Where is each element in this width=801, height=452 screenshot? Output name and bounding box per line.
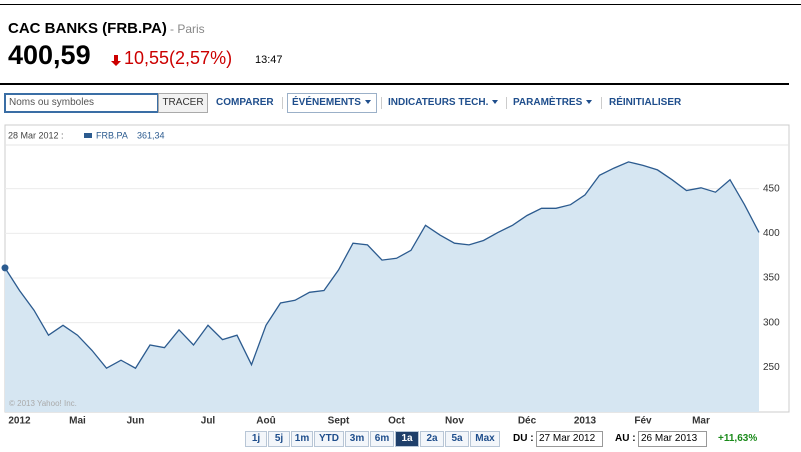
events-box [287, 93, 377, 113]
x-tick-label: Mai [69, 416, 86, 427]
from-label: DU : [513, 433, 534, 444]
events-button[interactable]: ÉVÉNEMENTS [292, 97, 361, 108]
y-tick-label: 250 [763, 362, 780, 373]
x-tick-label: Mar [692, 416, 710, 427]
period-change: +11,63% [718, 433, 758, 444]
x-tick-label: Déc [518, 416, 537, 427]
range-button[interactable]: 1j [245, 431, 267, 447]
separator [506, 97, 507, 109]
x-tick-label: 2013 [574, 416, 597, 427]
plot-button[interactable]: TRACER [158, 93, 208, 113]
range-button[interactable]: 2a [420, 431, 444, 447]
range-button[interactable]: 1a [395, 431, 419, 447]
price-line [4, 161, 760, 370]
area [5, 161, 759, 412]
x-tick-label: 2012 [8, 416, 31, 427]
time: 13:47 [255, 54, 283, 66]
x-tick-label: Fév [634, 416, 652, 427]
range-button[interactable]: 5a [445, 431, 469, 447]
separator [601, 97, 602, 109]
range-button[interactable]: 3m [345, 431, 369, 447]
y-tick-label: 300 [763, 317, 780, 328]
header-rule [0, 83, 789, 85]
y-tick-label: 350 [763, 273, 780, 284]
x-tick-label: Sept [328, 416, 350, 427]
range-button[interactable]: 1m [291, 431, 313, 447]
compare-button[interactable]: COMPARER [216, 97, 274, 108]
y-tick-label: 450 [763, 183, 780, 194]
stock-name: CAC BANKS (FRB.PA) [8, 20, 167, 37]
exchange: - Paris [170, 22, 205, 36]
price: 400,59 [8, 40, 91, 70]
legend-value: 361,34 [137, 130, 165, 140]
legend-swatch [84, 133, 92, 138]
x-tick-label: Nov [445, 416, 464, 427]
separator [282, 97, 283, 109]
y-tick-label: 400 [763, 228, 780, 239]
from-input[interactable]: 27 Mar 2012 [536, 431, 603, 447]
change: 10,55(2,57%) [124, 48, 233, 68]
range-button[interactable]: Max [470, 431, 500, 447]
x-tick-label: Jul [201, 416, 216, 427]
x-tick-label: Oct [388, 416, 405, 427]
range-button[interactable]: 5j [268, 431, 290, 447]
indicators-button[interactable]: INDICATEURS TECH. [388, 97, 489, 108]
settings-button[interactable]: PARAMÈTRES [513, 97, 583, 108]
range-button[interactable]: 6m [370, 431, 394, 447]
to-label: AU : [615, 433, 636, 444]
chart: 28 Mar 2012 : FRB.PA 361,34 250 300 350 400… [1, 124, 790, 427]
x-tick-label: Jun [127, 416, 145, 427]
x-tick-label: Aoû [256, 416, 275, 427]
separator [381, 97, 382, 109]
legend-date: 28 Mar 2012 : [8, 130, 64, 140]
reset-button[interactable]: RÉINITIALISER [609, 97, 682, 108]
range-button[interactable]: YTD [314, 431, 344, 447]
watermark: © 2013 Yahoo! Inc. [9, 399, 77, 408]
to-input[interactable]: 26 Mar 2013 [638, 431, 707, 447]
start-marker [1, 264, 9, 272]
top-rule [0, 4, 801, 5]
legend-series: FRB.PA [96, 130, 128, 140]
down-arrow [111, 55, 121, 66]
